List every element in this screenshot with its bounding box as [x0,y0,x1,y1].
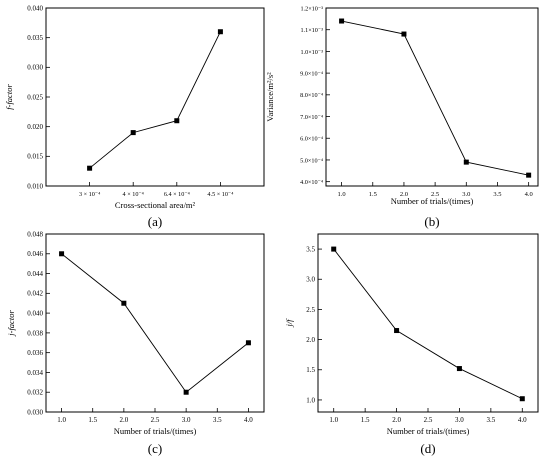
x-axis-label: Number of trials/(times) [114,426,197,436]
y-tick-label: 0.046 [27,250,43,258]
x-tick-label: 4.0 [244,416,253,424]
y-tick-label: 1.0×10⁻³ [300,49,323,56]
x-tick-label: 2.0 [119,416,128,424]
y-tick-label: 1.2×10⁻³ [300,5,323,12]
y-axis-label: j/f [284,318,294,328]
x-tick-label: 3.5 [213,416,222,424]
y-tick-label: 3.0 [306,276,315,284]
y-tick-label: 0.032 [27,389,43,397]
data-point [339,18,345,24]
y-tick-label: 0.044 [27,270,43,278]
x-tick-label: 2.5 [151,416,160,424]
data-point [217,29,223,35]
series-line [333,248,523,400]
y-tick-label: 0.040 [27,4,43,12]
series-line [61,253,249,393]
chart-panel-2: 4.0×10⁻⁴ 5.0×10⁻⁴ 6.0×10⁻⁴ 7.0×10⁻⁴ 8.0×10⁻⁴… [265,5,539,229]
data-point [130,130,136,136]
data-point [245,340,251,346]
x-tick-label: 2.0 [400,191,408,198]
data-point [401,31,407,37]
plot-frame [45,233,265,413]
data-point [121,300,127,306]
y-tick-label: 0.010 [27,182,43,190]
x-tick-label: 1.5 [88,416,97,424]
chart-panel-1: 0.010 0.015 0.020 0.025 0.030 0.035 0.040 3 × 1… [4,4,265,229]
y-tick-label: 6.0×10⁻⁴ [300,136,323,143]
y-tick-label: 2.5 [306,306,315,314]
y-tick-label: 2.0 [306,336,315,344]
y-tick-label: 0.048 [27,230,43,238]
series-line [89,31,221,169]
plot-frame [317,233,539,413]
x-axis-label: Number of trials/(times) [387,426,470,436]
panel-label: (a) [148,214,162,229]
y-tick-label: 7.0×10⁻⁴ [300,114,323,121]
y-tick-label: 0.040 [27,310,43,318]
y-tick-label: 4.0×10⁻⁴ [300,179,323,186]
x-tick-label: 3.0 [182,416,191,424]
x-tick-label: 4.0 [518,416,527,424]
y-tick-label: 0.025 [27,93,43,101]
x-tick-label: 4.0 [525,191,533,198]
x-tick-label: 6.4 × 10⁻⁴ [164,191,190,198]
x-tick-label: 3.0 [462,191,470,198]
x-tick-label: 3.5 [486,416,495,424]
x-tick-label: 3.5 [493,191,501,198]
y-axis-label: j-factor [6,310,16,337]
panel-label: (d) [420,441,435,456]
y-tick-label: 0.035 [27,34,43,42]
x-tick-label: 3 × 10⁻⁴ [79,191,100,198]
y-axis-label: f-factor [4,84,14,110]
panel-label: (b) [424,214,439,229]
y-tick-label: 9.0×10⁻⁴ [300,71,323,78]
x-tick-label: 2.5 [424,416,433,424]
x-tick-label: 2.5 [431,191,439,198]
data-point [183,389,189,395]
x-tick-label: 3.0 [455,416,464,424]
y-tick-label: 0.042 [27,290,43,298]
y-tick-label: 0.030 [27,408,43,416]
y-tick-label: 5.0×10⁻⁴ [300,157,323,164]
x-tick-label: 1.0 [338,191,346,198]
plot-frame [45,7,265,187]
y-tick-label: 0.030 [27,64,43,72]
y-tick-label: 1.0 [306,396,315,404]
data-point [456,366,462,372]
y-tick-label: 0.020 [27,123,43,131]
data-point [526,172,532,178]
x-axis-label: Number of trials/(times) [391,196,474,206]
data-point [87,165,93,171]
series-line [341,20,529,176]
y-tick-label: 3.5 [306,245,315,253]
x-tick-label: 1.0 [329,416,338,424]
data-point [463,159,469,165]
y-tick-label: 1.5 [306,366,315,374]
y-tick-label: 0.038 [27,329,43,337]
x-tick-label: 1.5 [361,416,370,424]
x-tick-label: 4 × 10⁻⁴ [123,191,144,198]
chart-panel-4: 1.0 1.5 2.0 2.5 3.0 3.5 1.0 1.5 2.0 2.5 3.0 3.5 4.0 N… [284,233,539,456]
x-axis-label: Cross-sectional area/m² [115,200,196,210]
chart-panel-3: 0.030 0.032 0.034 0.036 0.038 0.040 0.042 0.044… [6,230,265,456]
data-point [394,328,400,334]
x-tick-label: 2.0 [392,416,401,424]
y-tick-label: 0.036 [27,349,43,357]
x-tick-label: 1.0 [57,416,66,424]
data-point [59,251,65,257]
data-point [519,396,525,402]
panel-label: (c) [148,441,162,456]
y-tick-label: 0.034 [27,369,43,377]
y-axis-label: Variance/m²/s² [265,72,275,122]
y-tick-label: 1.1×10⁻³ [300,27,323,34]
data-point [174,118,180,124]
x-tick-label: 1.5 [369,191,377,198]
y-tick-label: 8.0×10⁻⁴ [300,92,323,99]
x-tick-label: 4.5 × 10⁻⁴ [207,191,233,198]
plot-frame [325,7,539,187]
data-point [331,246,337,252]
y-tick-label: 0.015 [27,153,43,161]
